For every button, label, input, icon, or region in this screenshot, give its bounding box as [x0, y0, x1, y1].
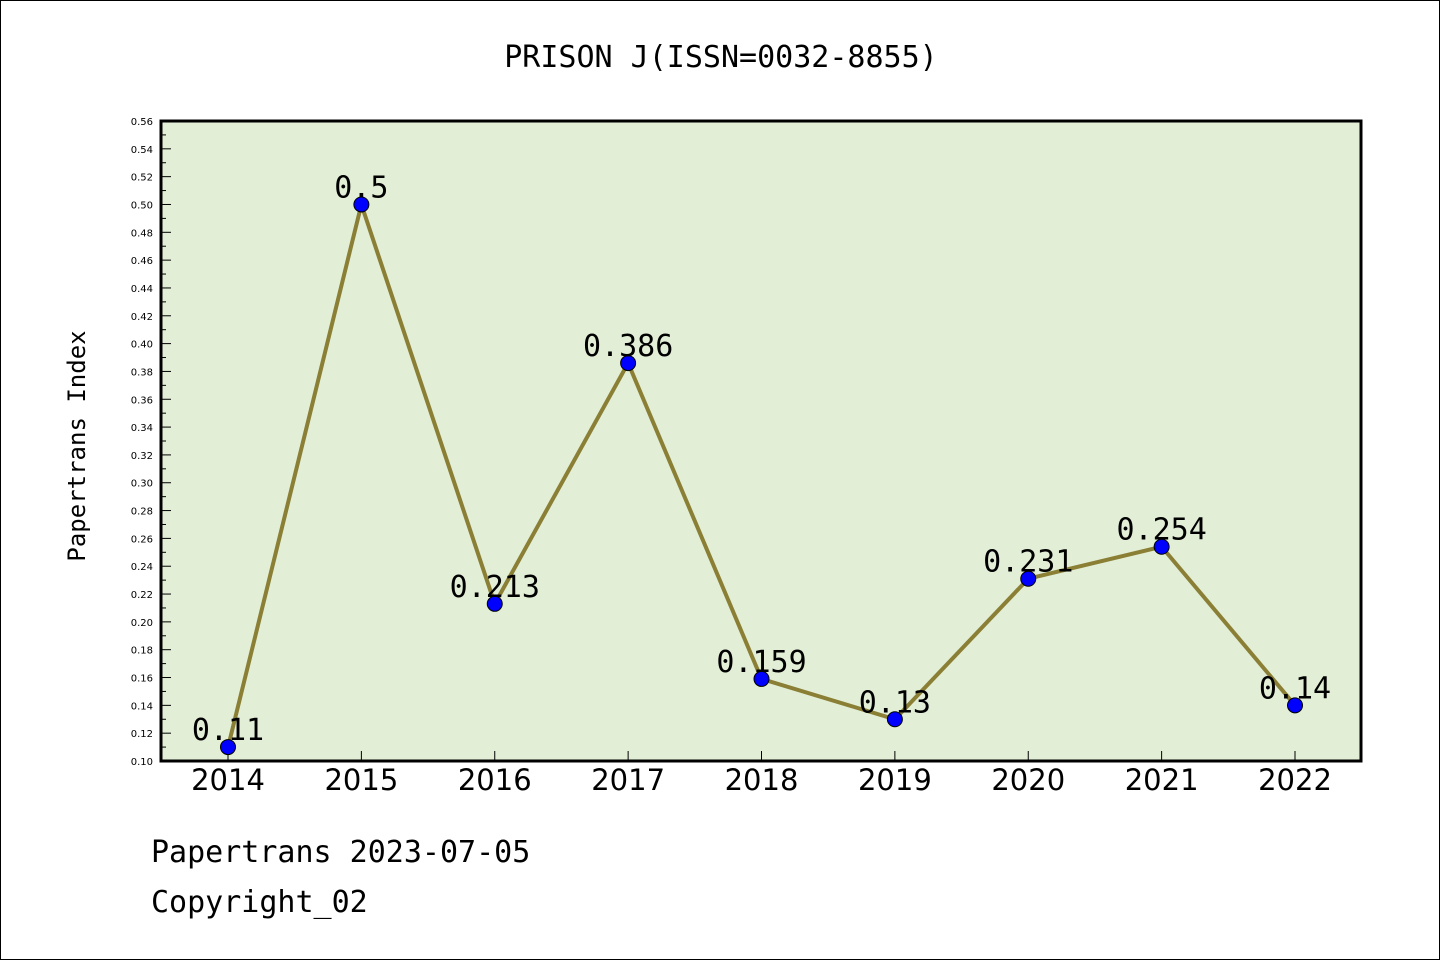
y-tick-label: 0.54 — [131, 145, 153, 156]
x-tick-label: 2018 — [725, 763, 799, 797]
data-point — [1153, 538, 1170, 555]
x-tick-label: 2019 — [858, 763, 932, 797]
data-points — [220, 196, 1303, 756]
data-label: 0.159 — [716, 645, 806, 680]
data-label: 0.11 — [192, 713, 264, 748]
data-point — [486, 595, 503, 612]
data-label: 0.14 — [1259, 671, 1331, 706]
y-tick-label: 0.28 — [131, 507, 153, 518]
y-tick-label: 0.36 — [131, 395, 153, 406]
data-point — [353, 196, 370, 213]
x-tick-label: 2021 — [1125, 763, 1199, 797]
y-tick-label: 0.52 — [131, 173, 153, 184]
data-point — [620, 355, 637, 372]
y-tick-label: 0.42 — [131, 312, 153, 323]
y-tick-label: 0.20 — [131, 618, 153, 629]
y-tick-label: 0.38 — [131, 367, 153, 378]
y-tick-label: 0.32 — [131, 451, 153, 462]
y-tick-label: 0.10 — [131, 757, 153, 768]
y-tick-label: 0.16 — [131, 674, 153, 685]
y-tick-label: 0.56 — [131, 117, 153, 128]
data-label: 0.254 — [1116, 513, 1206, 548]
data-labels: 0.11 0.5 0.213 0.386 0.159 0.13 0.231 0.254 0.14 — [192, 170, 1331, 748]
footer-copyright-line: Copyright_02 — [151, 885, 368, 920]
data-point — [1020, 570, 1037, 587]
data-point — [753, 670, 770, 687]
y-tick-label: 0.18 — [131, 646, 153, 657]
data-label: 0.386 — [583, 329, 673, 364]
y-tick-label: 0.50 — [131, 200, 153, 211]
plot-border — [159, 119, 1363, 763]
y-tick-label: 0.26 — [131, 534, 153, 545]
data-label: 0.231 — [983, 545, 1073, 580]
y-tick-label: 0.44 — [131, 284, 153, 295]
y-tick-label: 0.22 — [131, 590, 153, 601]
y-tick-label: 0.48 — [131, 228, 153, 239]
data-point — [220, 739, 236, 756]
x-tick-label: 2016 — [458, 763, 532, 797]
chart-title: PRISON J(ISSN=0032-8855) — [504, 40, 937, 75]
data-label: 0.213 — [450, 570, 540, 605]
data-point — [886, 711, 903, 728]
data-label: 0.5 — [334, 170, 388, 205]
y-tick-label: 0.46 — [131, 256, 153, 267]
y-tick-label: 0.30 — [131, 479, 153, 490]
plot-area — [161, 121, 1361, 761]
x-tick-label: 2017 — [591, 763, 665, 797]
y-tick-label: 0.12 — [131, 729, 153, 740]
x-tick-label: 2014 — [191, 763, 265, 797]
x-tick-label: 2022 — [1258, 763, 1332, 797]
y-tick-label: 0.14 — [131, 701, 153, 712]
x-axis-ticks: 2014 2015 2016 2017 2018 2019 2020 2021 2022 — [191, 751, 1332, 797]
y-axis-label: Papertrans Index — [63, 330, 91, 561]
y-tick-label: 0.40 — [131, 340, 153, 351]
y-tick-label: 0.34 — [131, 423, 153, 434]
x-tick-label: 2020 — [991, 763, 1065, 797]
data-label: 0.13 — [859, 685, 931, 720]
data-point — [1287, 697, 1303, 714]
footer-date-line: Papertrans 2023-07-05 — [151, 835, 531, 870]
y-axis-ticks: 0.10 0.12 0.14 0.16 0.18 0.20 0.22 0.24 0.26 0.28… — [131, 117, 171, 768]
x-tick-label: 2015 — [324, 763, 398, 797]
y-tick-label: 0.24 — [131, 562, 153, 573]
